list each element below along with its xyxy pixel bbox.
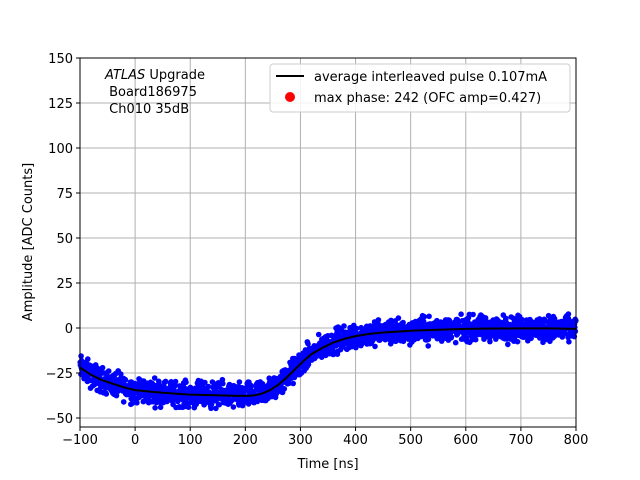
sample-point <box>290 380 297 387</box>
x-tick-label: 700 <box>508 433 533 448</box>
sample-point <box>185 404 192 411</box>
y-tick-label: 25 <box>56 277 73 292</box>
y-axis-ticks: −50 −25 0 25 50 75 100 125 150 <box>46 52 80 427</box>
sample-point <box>151 375 158 381</box>
annotation-atlas: ATLAS <box>104 68 145 83</box>
sample-point <box>103 391 110 397</box>
sample-point <box>152 405 158 411</box>
sample-point <box>105 368 112 374</box>
y-tick-label: 100 <box>48 142 73 157</box>
sample-point <box>172 378 179 385</box>
sample-point <box>120 399 127 405</box>
y-tick-label: 75 <box>56 187 73 202</box>
x-tick-label: 500 <box>398 433 423 448</box>
atlas-annotation: ATLAS Upgrade Board186975 Ch010 35dB <box>104 68 205 117</box>
sample-point <box>162 378 169 385</box>
sample-point <box>503 315 509 322</box>
sample-point <box>230 404 237 410</box>
svg-text:ATLAS Upgrade: ATLAS Upgrade <box>104 68 205 83</box>
sample-point <box>315 331 322 338</box>
sample-point <box>425 336 432 343</box>
sample-point <box>157 404 164 411</box>
sample-point <box>565 311 572 317</box>
sample-point <box>85 356 91 362</box>
sample-point <box>208 401 215 408</box>
sample-point <box>353 325 360 332</box>
sample-point <box>118 371 124 377</box>
sample-point <box>375 317 382 323</box>
sample-point <box>426 313 432 320</box>
sample-point <box>175 398 181 405</box>
sample-point <box>305 340 311 347</box>
sample-point <box>421 313 428 320</box>
sample-point <box>505 341 511 348</box>
average-pulse-line <box>79 327 577 397</box>
sample-point <box>420 318 427 325</box>
sample-point <box>470 311 476 318</box>
sample-point <box>113 392 120 399</box>
y-tick-label: 0 <box>65 322 73 337</box>
legend-box <box>269 63 571 113</box>
sample-point <box>213 405 219 412</box>
sample-point <box>472 336 479 343</box>
sample-point <box>425 343 432 349</box>
legend-entry-average: average interleaved pulse 0.107mA <box>314 70 547 85</box>
sample-point <box>514 338 521 345</box>
y-tick-label: 150 <box>48 52 73 67</box>
annotation-board: Board186975 <box>105 85 197 100</box>
sample-point <box>281 386 288 392</box>
legend-marker-swatch <box>285 92 295 102</box>
x-tick-label: 600 <box>453 433 478 448</box>
sample-point <box>134 400 140 406</box>
x-tick-label: 800 <box>564 433 589 448</box>
sample-point <box>122 377 129 383</box>
sample-point <box>566 339 572 345</box>
sample-point <box>452 339 459 346</box>
legend-entry-max-phase: max phase: 242 (OFC amp=0.427) <box>314 91 541 106</box>
y-tick-label: −50 <box>46 412 73 427</box>
y-tick-label: 125 <box>48 97 73 112</box>
x-tick-label: −100 <box>62 433 98 448</box>
y-tick-label: −25 <box>46 367 73 382</box>
sample-point <box>395 315 402 321</box>
sample-point <box>572 328 579 335</box>
sample-point <box>305 361 312 368</box>
sample-point <box>291 374 298 381</box>
sample-point <box>372 343 378 350</box>
sample-point <box>205 383 212 390</box>
x-tick-label: 300 <box>288 433 313 448</box>
plot-frame <box>79 57 577 428</box>
sample-point <box>400 319 406 326</box>
x-tick-label: 100 <box>178 433 203 448</box>
sample-point <box>236 379 243 385</box>
y-tick-label: 50 <box>56 232 73 247</box>
sample-point <box>99 364 106 371</box>
x-tick-label: 200 <box>233 433 258 448</box>
sample-point <box>286 380 293 387</box>
sample-point <box>248 383 255 389</box>
x-axis-ticks: −100 0 100 200 300 400 500 600 700 800 <box>62 427 588 448</box>
sample-point <box>448 334 455 340</box>
sample-point <box>519 316 525 323</box>
sample-point <box>220 380 226 387</box>
sample-point <box>129 400 136 407</box>
y-axis-label: Amplitude [ADC Counts] <box>21 163 36 321</box>
annotation-channel: Ch010 35dB <box>105 102 189 117</box>
sample-point <box>183 379 189 386</box>
sample-point <box>216 401 222 408</box>
sample-point <box>341 323 347 329</box>
sample-point <box>458 311 464 318</box>
sample-point <box>487 338 493 345</box>
legend: average interleaved pulse 0.107mA max ph… <box>269 63 571 113</box>
sample-point <box>202 379 208 386</box>
annotation-upgrade: Upgrade <box>145 68 205 83</box>
x-tick-label: 0 <box>131 433 139 448</box>
x-axis-label: Time [ns] <box>296 457 358 472</box>
x-tick-label: 400 <box>343 433 368 448</box>
